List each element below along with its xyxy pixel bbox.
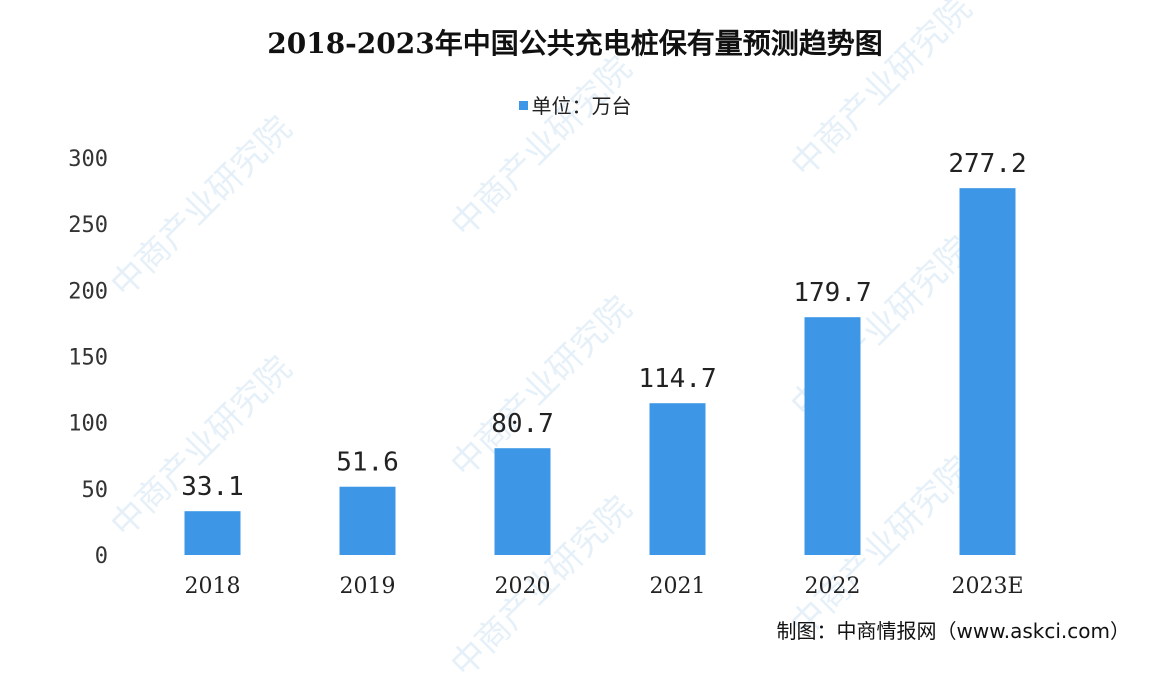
data-label: 277.2 — [948, 149, 1026, 179]
legend-label: 单位：万台 — [531, 94, 632, 118]
data-label: 114.7 — [638, 364, 716, 394]
bar — [649, 403, 706, 555]
bar — [184, 511, 241, 555]
data-label: 51.6 — [336, 448, 399, 478]
x-tick-label: 2021 — [650, 574, 706, 599]
bar-chart: 0 50 100 150 200 250 300 33.1 2018 51.6 2019 80.7 20… — [68, 147, 1026, 599]
x-tick-label: 2022 — [805, 574, 861, 599]
data-label: 80.7 — [491, 409, 554, 439]
bar — [959, 188, 1016, 555]
data-label: 179.7 — [793, 278, 871, 308]
y-tick-label: 100 — [68, 412, 108, 437]
x-tick-label: 2020 — [495, 574, 551, 599]
y-tick-label: 0 — [95, 544, 108, 569]
data-label: 33.1 — [181, 472, 244, 502]
y-tick-label: 200 — [68, 279, 108, 304]
x-tick-label: 2018 — [185, 574, 241, 599]
y-tick-label: 150 — [68, 346, 108, 371]
y-tick-label: 250 — [68, 213, 108, 238]
bar — [804, 317, 861, 555]
legend-swatch — [518, 101, 528, 110]
x-tick-label: 2019 — [340, 574, 396, 599]
x-tick-label: 2023E — [951, 574, 1023, 599]
chart-title: 2018-2023年中国公共充电桩保有量预测趋势图 — [267, 27, 883, 60]
y-tick-label: 300 — [68, 147, 108, 172]
bar — [339, 486, 396, 555]
bar — [494, 448, 551, 555]
y-tick-label: 50 — [82, 478, 109, 503]
source-credit: 制图：中商情报网（www.askci.com） — [776, 619, 1130, 643]
legend: 单位：万台 — [0, 90, 1150, 119]
